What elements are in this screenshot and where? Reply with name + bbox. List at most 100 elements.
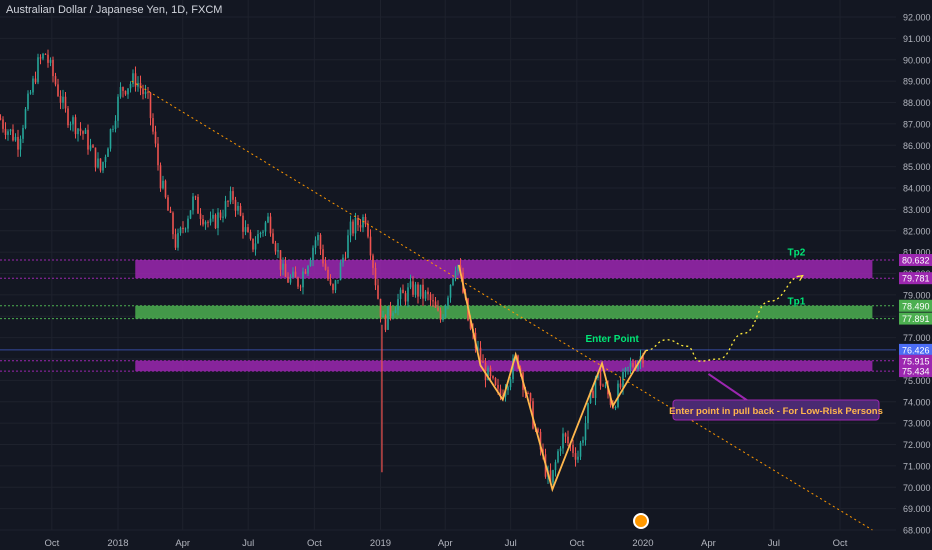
- candle-body: [29, 92, 32, 94]
- candle-body: [219, 212, 222, 218]
- tp1_zone-box[interactable]: [135, 305, 873, 319]
- candle-body: [137, 82, 139, 87]
- candle-body: [152, 118, 154, 132]
- symbol-title[interactable]: Australian Dollar / Japanese Yen, 1D, FX…: [6, 4, 223, 16]
- candle-body: [247, 227, 249, 233]
- candle-body: [259, 232, 262, 235]
- tp2-label: Tp2: [788, 247, 806, 258]
- candle: [69, 121, 72, 131]
- candle-body: [172, 212, 174, 235]
- candle: [209, 211, 212, 226]
- candle-body: [327, 269, 329, 280]
- candle: [319, 233, 322, 256]
- candle-body: [192, 196, 194, 211]
- candle: [84, 127, 87, 134]
- candle: [372, 253, 374, 276]
- candle: [564, 432, 567, 444]
- candle-body: [402, 289, 404, 294]
- pattern-polyline[interactable]: [458, 264, 647, 493]
- candle: [194, 195, 197, 201]
- candle-body: [204, 221, 207, 225]
- candle-body: [52, 59, 54, 77]
- y-tick-label: 75.000: [903, 376, 931, 386]
- candle: [147, 87, 149, 99]
- candle: [222, 209, 224, 223]
- candle-body: [507, 387, 509, 391]
- candle: [162, 175, 164, 190]
- candle-body: [397, 299, 399, 311]
- candle-body: [224, 201, 227, 217]
- candle: [364, 213, 367, 228]
- descending-trendline[interactable]: [131, 80, 873, 531]
- y-tick-label: 72.000: [903, 440, 931, 450]
- candle-body: [629, 362, 632, 368]
- candle-body: [404, 293, 407, 302]
- candle-body: [129, 84, 132, 89]
- candle-body: [232, 191, 234, 200]
- candle: [0, 114, 2, 121]
- candle-body: [212, 214, 214, 219]
- candle-body: [107, 148, 109, 157]
- candle-body: [252, 238, 254, 250]
- candle: [102, 161, 104, 174]
- candle: [117, 94, 119, 128]
- candle-body: [582, 440, 584, 443]
- candle: [619, 378, 622, 390]
- candle: [309, 257, 312, 267]
- candle-body: [337, 280, 339, 282]
- candle: [359, 219, 362, 232]
- candle-body: [74, 117, 77, 135]
- candle-body: [289, 277, 292, 283]
- candle: [37, 53, 39, 85]
- x-tick-label: 2019: [370, 538, 391, 549]
- candle: [377, 278, 379, 300]
- candle: [394, 306, 397, 314]
- candle: [269, 212, 272, 237]
- candle-body: [67, 108, 69, 126]
- candle-body: [599, 372, 602, 386]
- candle-body: [44, 53, 47, 55]
- candle-body: [479, 347, 482, 362]
- y-tick-label: 83.000: [903, 205, 931, 215]
- candle: [527, 391, 529, 395]
- candle-body: [282, 263, 284, 270]
- candle-body: [319, 234, 322, 250]
- x-tick-label: Jul: [505, 538, 517, 549]
- callout-box[interactable]: [672, 399, 880, 421]
- candle: [397, 293, 399, 316]
- candle: [199, 208, 202, 226]
- tradingview-logo-icon: [633, 513, 649, 529]
- candle: [529, 392, 532, 408]
- price-marker: [899, 312, 932, 325]
- candle-body: [119, 87, 122, 97]
- candle: [417, 282, 419, 304]
- projection-path[interactable]: [645, 274, 803, 362]
- candle: [212, 208, 214, 222]
- candle: [602, 383, 604, 387]
- candle: [139, 75, 142, 96]
- candle: [599, 367, 602, 390]
- candle: [62, 89, 64, 110]
- candle-body: [619, 383, 622, 388]
- support-box[interactable]: [135, 360, 873, 372]
- candle-body: [577, 456, 579, 460]
- candle: [174, 228, 177, 250]
- candle: [614, 405, 617, 411]
- candle: [247, 223, 249, 233]
- candle: [367, 220, 369, 239]
- candle: [112, 125, 114, 133]
- candle: [39, 54, 42, 65]
- candle: [627, 366, 629, 375]
- candle: [429, 292, 432, 307]
- resistance-box[interactable]: [135, 260, 873, 279]
- candle: [47, 49, 49, 68]
- candle: [262, 229, 264, 237]
- candle-body: [214, 214, 217, 229]
- candle-body: [624, 367, 627, 373]
- candle-body: [134, 73, 137, 87]
- candle-body: [362, 216, 364, 228]
- candle-body: [7, 131, 9, 135]
- candle-body: [117, 96, 119, 121]
- candle-body: [449, 284, 452, 298]
